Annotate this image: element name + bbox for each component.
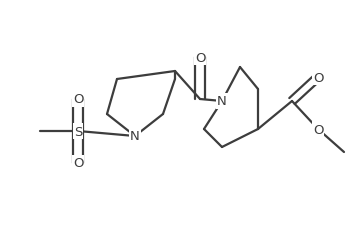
Text: O: O xyxy=(73,157,83,170)
Text: N: N xyxy=(217,95,227,108)
Text: N: N xyxy=(130,130,140,143)
Text: O: O xyxy=(73,93,83,106)
Text: O: O xyxy=(313,71,323,84)
Text: O: O xyxy=(313,123,323,136)
Text: S: S xyxy=(74,125,82,138)
Text: O: O xyxy=(195,51,205,64)
